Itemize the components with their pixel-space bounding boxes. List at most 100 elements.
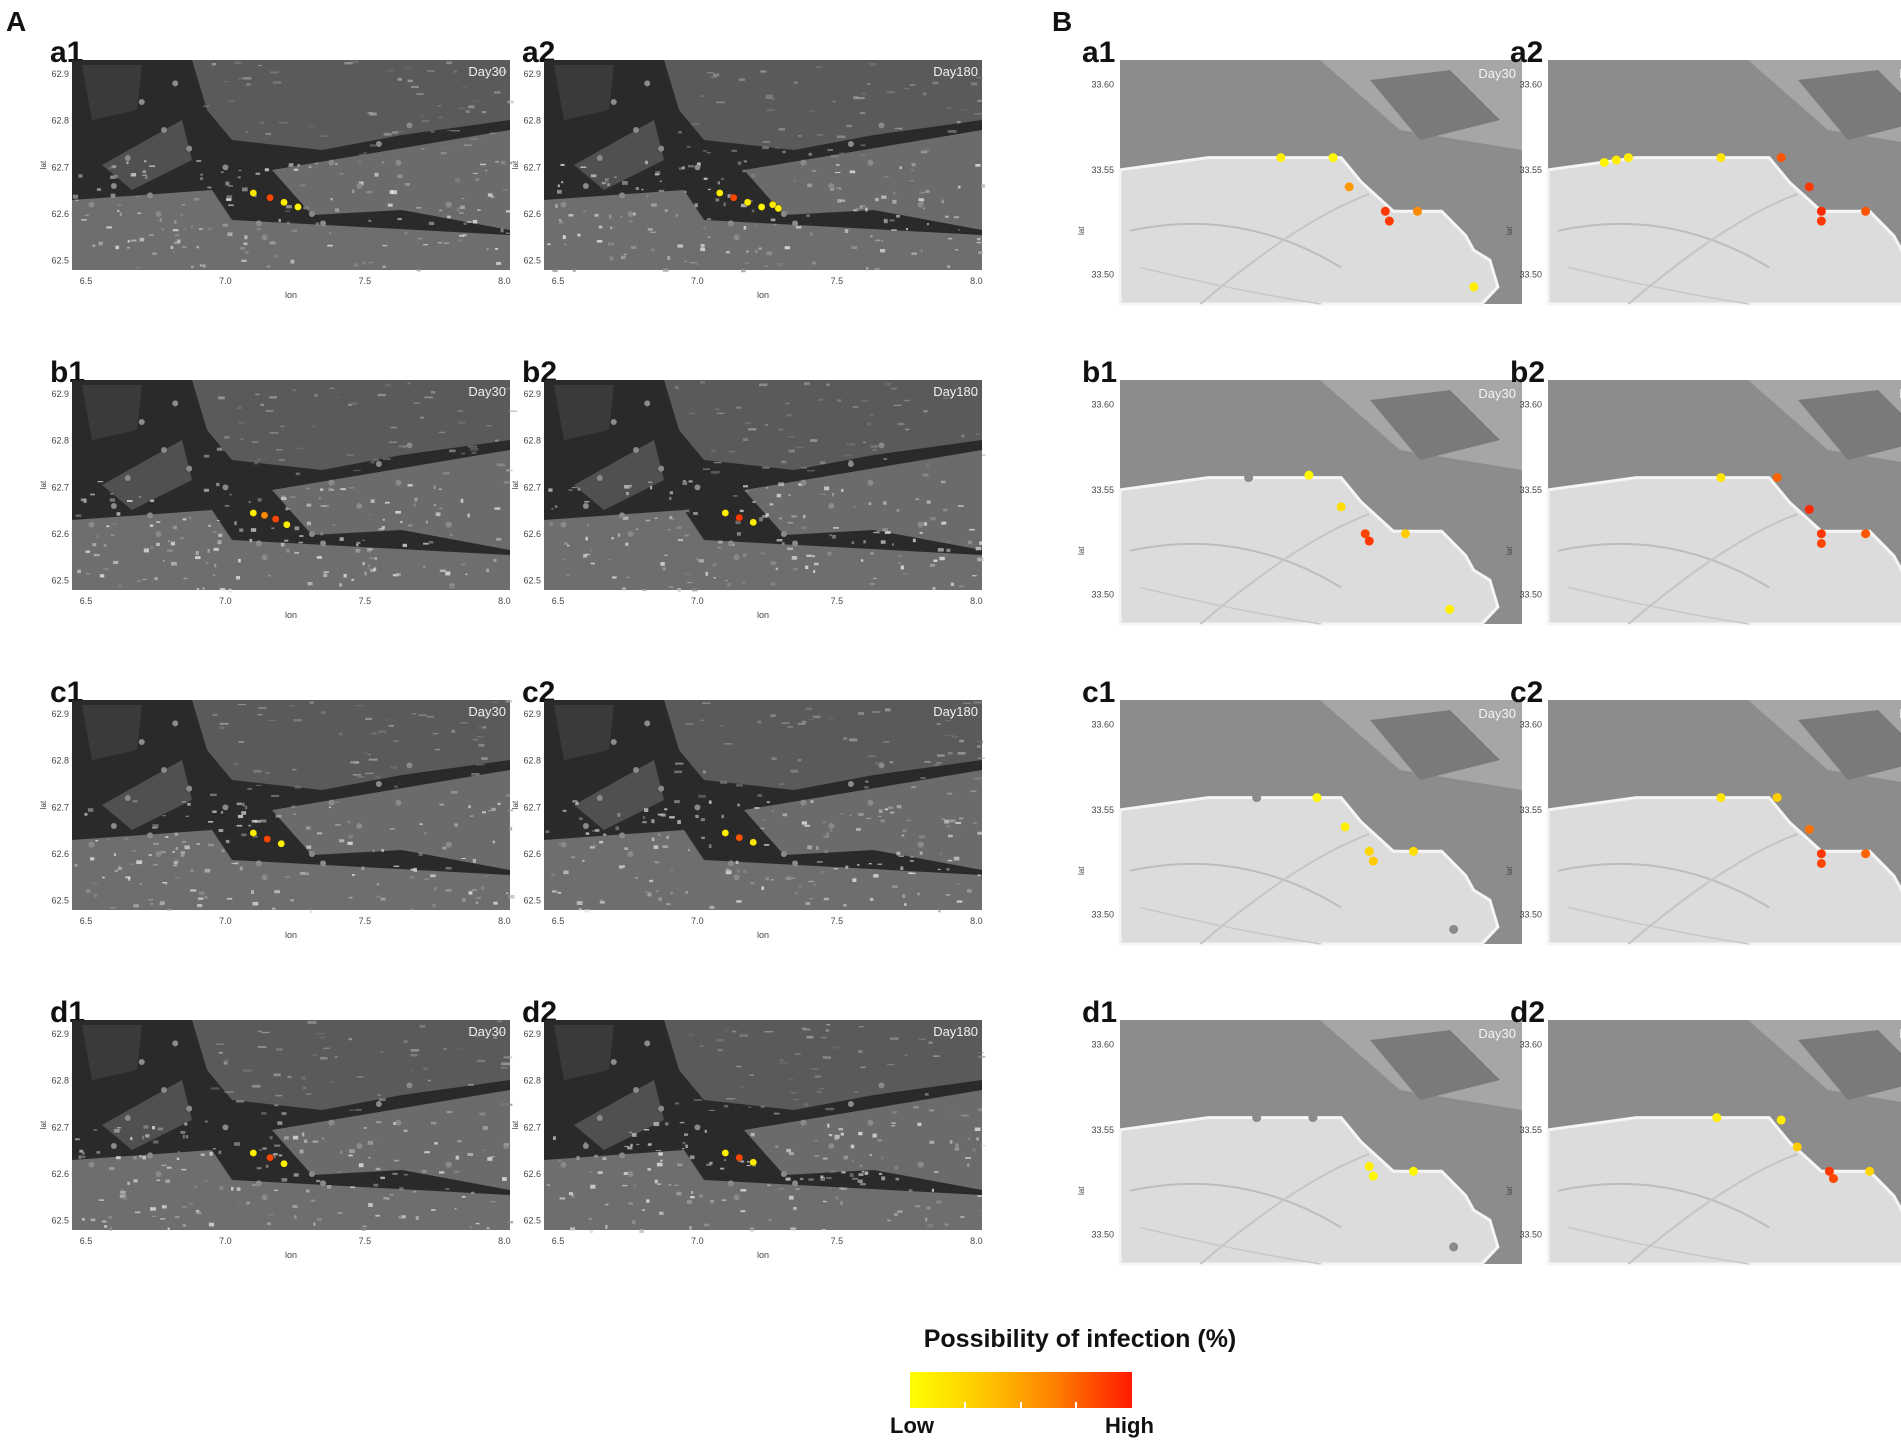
x-axis-label: lon: [285, 1250, 297, 1260]
terrain-layer: [72, 380, 517, 593]
x-tick-label: 6.5: [552, 916, 565, 926]
day-label: Day30: [468, 64, 506, 79]
site-point-gray: [308, 211, 315, 217]
x-tick-label: 6.5: [552, 596, 565, 606]
day-label: Day30: [1478, 1026, 1516, 1041]
site-point-gray: [582, 1143, 589, 1149]
y-tick-label: 62.9: [51, 69, 69, 79]
y-tick-label: 62.7: [523, 162, 541, 172]
site-point-gray: [878, 762, 885, 769]
infection-point: [263, 835, 272, 843]
y-tick-label: 62.6: [523, 529, 541, 539]
y-tick-label: 33.60: [1091, 719, 1114, 729]
infection-point: [280, 198, 288, 207]
infection-point: [1384, 216, 1394, 226]
site-point-gray: [155, 211, 162, 217]
site-point-gray: [328, 479, 335, 486]
site-point-gray: [147, 512, 154, 519]
x-tick-label: 7.0: [219, 916, 232, 926]
site-point-gray: [694, 164, 701, 171]
panel-label: b1: [1082, 356, 1118, 389]
site-point-gray: [560, 841, 567, 848]
infection-point: [1712, 1113, 1722, 1123]
site-point-gray: [780, 851, 787, 857]
site-point-gray: [261, 1194, 268, 1201]
site-point-gray: [186, 145, 193, 152]
infection-point: [1344, 182, 1354, 192]
infection-point: [1469, 282, 1479, 292]
y-tick-label: 33.50: [1519, 590, 1542, 600]
y-tick-label: 62.6: [51, 209, 69, 219]
site-point-gray: [792, 1180, 799, 1187]
infection-point: [721, 829, 730, 837]
infection-point: [266, 193, 274, 202]
site-point-gray: [445, 521, 452, 528]
y-tick-label: 62.8: [51, 756, 69, 766]
panel-label: d1: [1082, 996, 1118, 1029]
y-tick-label: 62.9: [523, 389, 541, 399]
infection-point: [1804, 182, 1814, 192]
site-point-gray: [261, 874, 268, 881]
y-tick-label: 62.5: [523, 896, 541, 906]
site-point-gray: [308, 851, 315, 857]
panel-label: c1: [1082, 676, 1116, 709]
site-point-gray: [800, 799, 807, 806]
site-point-gray: [356, 1143, 363, 1149]
y-tick-label: 33.55: [1091, 805, 1114, 815]
map-panel-B-b2: b2 Day180 33.50 33.55 33.60 lat: [1505, 358, 1901, 658]
y-axis-label: lat: [511, 1120, 520, 1129]
x-axis-label: lon: [285, 610, 297, 620]
day-label: Day30: [468, 1024, 506, 1039]
terrain-layer: [1118, 700, 1522, 946]
day-label: Day30: [1478, 386, 1516, 401]
site-point-gray: [610, 99, 617, 105]
legend-high-label: High: [1105, 1413, 1154, 1438]
site-point-gray: [619, 1152, 626, 1159]
y-tick-label: 33.60: [1519, 719, 1542, 729]
y-tick-label: 62.9: [523, 1029, 541, 1039]
map-plot: Day30 33.50 33.55 33.60 lat: [1077, 700, 1522, 946]
y-tick-label: 33.60: [1091, 399, 1114, 409]
site-point-gray: [155, 1171, 162, 1177]
x-tick-label: 6.5: [552, 1236, 565, 1246]
infection-point: [1804, 504, 1814, 514]
infection-point: [1408, 1166, 1418, 1176]
site-point-gray: [596, 155, 603, 161]
site-point-gray: [138, 99, 145, 105]
y-axis-label: lat: [39, 160, 48, 169]
infection-point: [735, 833, 744, 842]
infection-point: [1772, 793, 1782, 803]
y-tick-label: 62.5: [51, 896, 69, 906]
site-point-gray: [828, 823, 835, 829]
map-plot: Day30 6.5 7.0 7.5 8.0 62.5 62.6 62.7 62.8 62.9 lon…: [39, 380, 517, 620]
infection-point: [1861, 529, 1871, 539]
map-panel-A-b1: b1 Day30 6.5 7.0 7.5 8.0 62.5 62.6 62.7 62.8 62.9 l…: [39, 358, 520, 658]
site-point-gray: [110, 503, 117, 509]
x-axis-label: lon: [757, 1250, 769, 1260]
y-tick-label: 62.5: [523, 256, 541, 266]
site-point-gray: [847, 781, 854, 787]
site-point-gray: [147, 832, 154, 839]
site-point-gray: [161, 1087, 168, 1093]
y-tick-label: 33.60: [1091, 79, 1114, 89]
infection-point: [749, 838, 758, 847]
infection-point: [260, 511, 269, 520]
y-tick-label: 62.6: [523, 1169, 541, 1179]
infection-point: [1804, 824, 1814, 834]
map-panel-B-c2: c2 Day180 33.50 33.55 33.60 lat: [1505, 678, 1901, 978]
infection-point: [280, 1159, 288, 1168]
site-point-gray: [308, 531, 315, 537]
site-point-gray: [328, 159, 335, 166]
x-tick-label: 7.0: [219, 596, 232, 606]
map-panel-A-d2: d2 Day180 6.5 7.0 7.5 8.0 62.5 62.6 62.7 62.8 62.9…: [511, 998, 992, 1298]
terrain-layer: [1546, 60, 1901, 306]
y-tick-label: 62.7: [51, 802, 69, 812]
y-tick-label: 33.60: [1091, 1039, 1114, 1049]
site-point-gray: [110, 1143, 117, 1149]
site-point-gray: [138, 739, 145, 745]
site-point-gray: [917, 521, 924, 528]
y-tick-label: 62.9: [51, 1029, 69, 1039]
site-point-gray: [644, 400, 651, 407]
y-tick-label: 33.55: [1091, 1125, 1114, 1135]
site-point-gray: [356, 503, 363, 509]
